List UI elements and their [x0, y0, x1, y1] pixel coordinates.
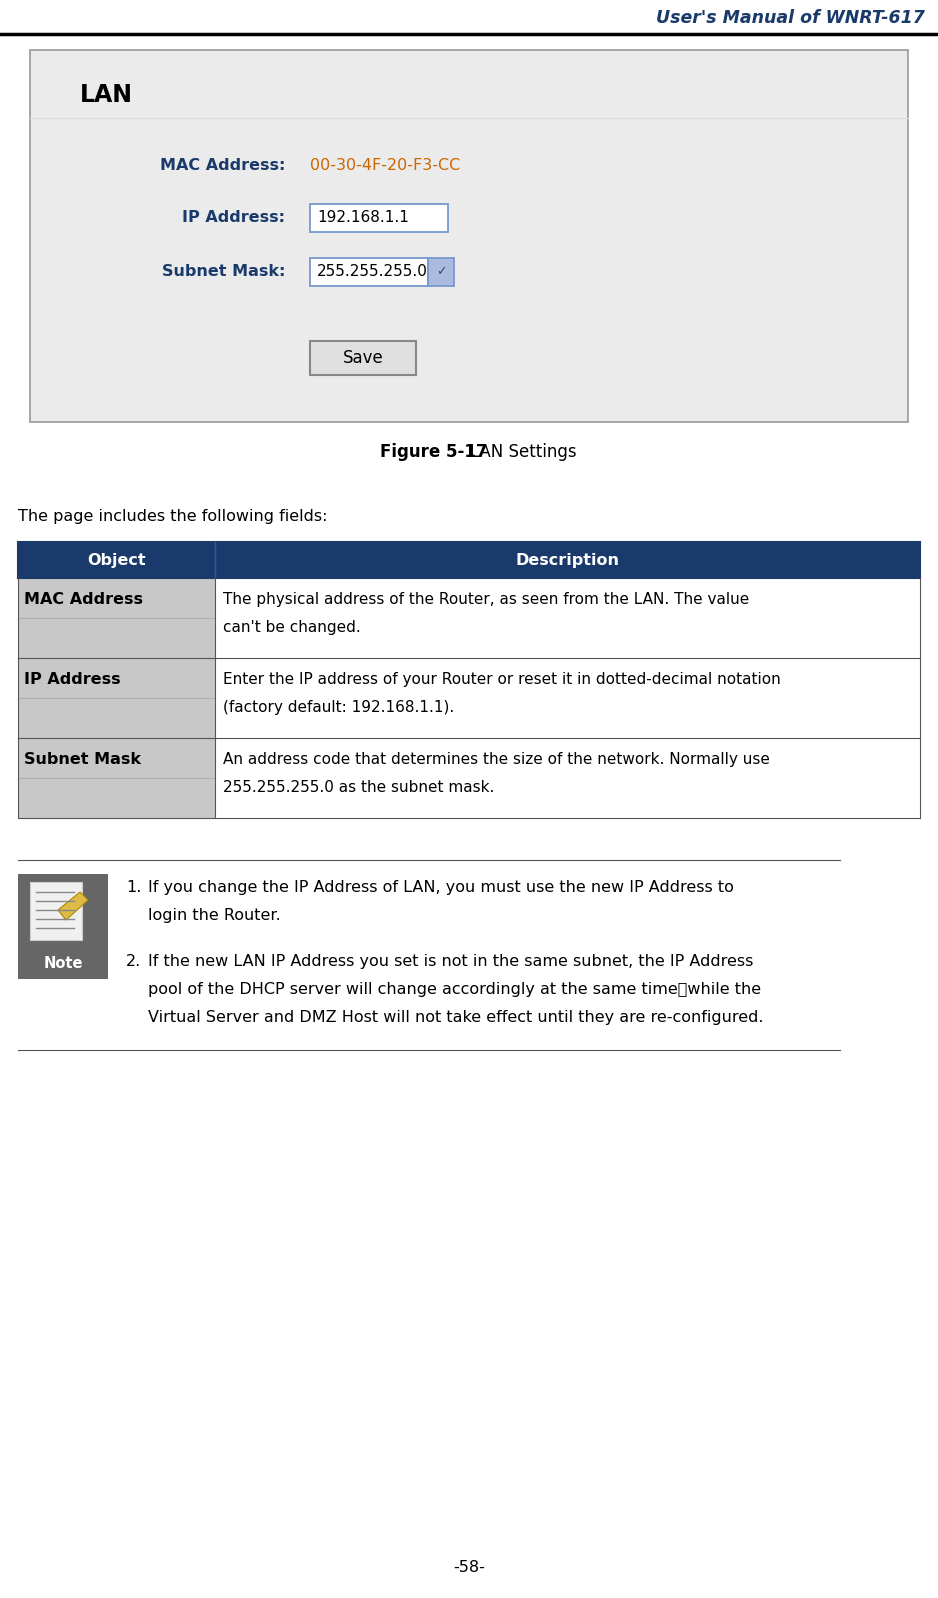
Bar — [18, 578, 920, 658]
Text: The physical address of the Router, as seen from the LAN. The value: The physical address of the Router, as s… — [223, 591, 749, 607]
Text: 1.: 1. — [126, 880, 142, 895]
Text: Description: Description — [516, 553, 619, 567]
Text: 00-30-4F-20-F3-CC: 00-30-4F-20-F3-CC — [310, 158, 461, 173]
Text: Object: Object — [87, 553, 145, 567]
Text: 255.255.255.0 as the subnet mask.: 255.255.255.0 as the subnet mask. — [223, 780, 494, 794]
Text: Virtual Server and DMZ Host will not take effect until they are re-configured.: Virtual Server and DMZ Host will not tak… — [148, 1010, 764, 1024]
Text: The page includes the following fields:: The page includes the following fields: — [18, 510, 327, 524]
Text: can't be changed.: can't be changed. — [223, 620, 361, 634]
Bar — [18, 738, 920, 818]
Text: If the new LAN IP Address you set is not in the same subnet, the IP Address: If the new LAN IP Address you set is not… — [148, 954, 753, 968]
Text: IP Address:: IP Address: — [182, 211, 285, 225]
Text: 192.168.1.1: 192.168.1.1 — [317, 211, 409, 225]
Text: An address code that determines the size of the network. Normally use: An address code that determines the size… — [223, 753, 770, 767]
Text: -58-: -58- — [453, 1561, 485, 1576]
Bar — [18, 542, 920, 578]
Text: If you change the IP Address of LAN, you must use the new IP Address to: If you change the IP Address of LAN, you… — [148, 880, 734, 895]
Text: IP Address: IP Address — [24, 673, 121, 687]
Bar — [310, 257, 428, 286]
Text: (factory default: 192.168.1.1).: (factory default: 192.168.1.1). — [223, 700, 454, 714]
Bar — [18, 738, 215, 818]
Text: Note: Note — [43, 956, 83, 972]
Bar — [18, 578, 215, 658]
Bar — [310, 205, 448, 232]
Text: LAN Settings: LAN Settings — [454, 443, 577, 460]
Text: Enter the IP address of your Router or reset it in dotted-decimal notation: Enter the IP address of your Router or r… — [223, 673, 780, 687]
Text: Subnet Mask: Subnet Mask — [24, 753, 141, 767]
Bar — [428, 257, 454, 286]
Text: Save: Save — [342, 348, 384, 368]
Text: pool of the DHCP server will change accordingly at the same time，while the: pool of the DHCP server will change acco… — [148, 983, 761, 997]
Text: User's Manual of WNRT-617: User's Manual of WNRT-617 — [656, 10, 925, 27]
Bar — [310, 340, 416, 376]
Bar — [30, 882, 82, 940]
Polygon shape — [58, 892, 88, 920]
Text: ✓: ✓ — [436, 265, 446, 278]
Text: Subnet Mask:: Subnet Mask: — [161, 265, 285, 280]
Bar — [18, 658, 215, 738]
Bar — [18, 658, 920, 738]
Text: Figure 5-17: Figure 5-17 — [380, 443, 488, 460]
Text: login the Router.: login the Router. — [148, 908, 280, 924]
Text: MAC Address: MAC Address — [24, 591, 143, 607]
Text: 255.255.255.0: 255.255.255.0 — [317, 265, 428, 280]
Text: MAC Address:: MAC Address: — [159, 158, 285, 173]
Bar — [30, 50, 908, 422]
Bar — [18, 874, 108, 980]
Text: 2.: 2. — [126, 954, 142, 968]
Text: LAN: LAN — [80, 83, 133, 107]
